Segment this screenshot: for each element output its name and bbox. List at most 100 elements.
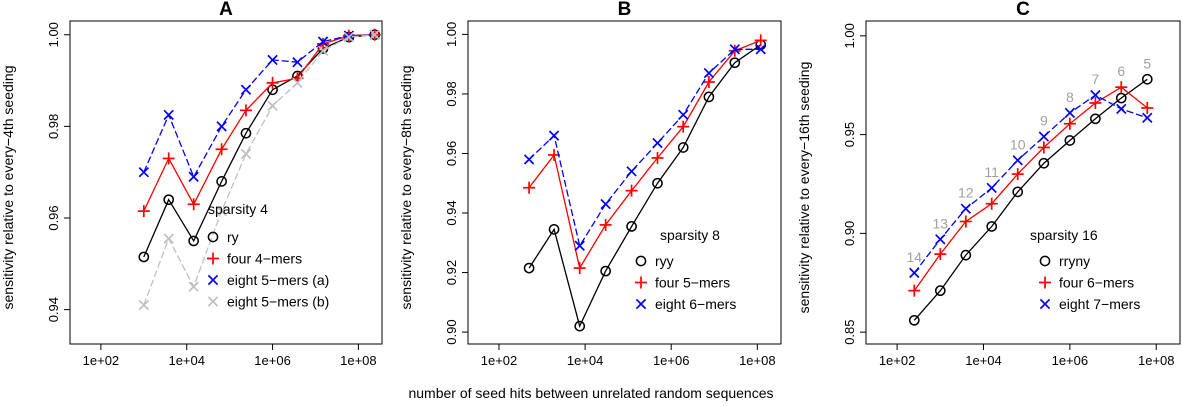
- data-point: [187, 198, 200, 211]
- legend-marker: [207, 231, 219, 243]
- data-point: [188, 171, 199, 182]
- data-point: [1141, 73, 1153, 85]
- point-label: 6: [1117, 63, 1125, 79]
- data-point: [677, 120, 690, 133]
- data-point: [651, 151, 664, 164]
- y-tick-label: 1.00: [46, 22, 61, 47]
- data-point: [523, 181, 536, 194]
- data-point: [317, 36, 329, 47]
- data-point: [959, 215, 972, 228]
- data-point: [162, 152, 175, 165]
- data-point: [267, 54, 278, 66]
- legend: rryny four 6−mers eight 7−mers: [1039, 253, 1140, 312]
- data-point: [138, 166, 150, 178]
- panel-c: C 1e+02 1e+04 1e+06 1e+08 0.85 0.90 0.95 1.00 sen…: [796, 0, 1181, 368]
- data-point: [137, 205, 150, 218]
- panel-title: A: [219, 0, 233, 20]
- data-point: [216, 121, 227, 132]
- y-tick-label: 1.00: [444, 22, 459, 47]
- panel-b: B 1e+02 1e+04 1e+06 1e+08 0.90 0.92 0.94 0.96 0.9…: [398, 0, 782, 368]
- data-point: [574, 240, 585, 251]
- y-tick-label: 0.96: [46, 205, 61, 230]
- data-point: [729, 44, 741, 55]
- y-tick-label: 0.94: [46, 297, 61, 322]
- data-point: [317, 37, 330, 50]
- x-tick-label: 1e+04: [965, 353, 1002, 368]
- data-point: [702, 76, 715, 89]
- series-four-6-mers: [908, 81, 1154, 297]
- y-tick-label: 0.98: [444, 81, 459, 106]
- legend-marker: [207, 296, 219, 307]
- data-point: [216, 176, 227, 187]
- data-point: [986, 221, 998, 232]
- x-tick-label: 1e+02: [83, 353, 120, 368]
- data-point: [343, 31, 355, 43]
- sparsity-annotation: sparsity 4: [208, 201, 268, 217]
- point-label: 12: [958, 185, 974, 201]
- legend-marker: [1039, 276, 1051, 289]
- x-tick-label: 1e+06: [1052, 353, 1089, 368]
- point-label: 13: [932, 215, 948, 231]
- series-line: [143, 34, 375, 179]
- plot-frame: [865, 20, 1181, 345]
- data-point: [1116, 103, 1127, 115]
- series-line: [143, 34, 375, 306]
- data-point: [292, 77, 303, 89]
- y-tick-label: 0.90: [842, 221, 857, 246]
- data-point: [1038, 157, 1050, 169]
- data-point: [1115, 81, 1128, 94]
- data-point: [755, 44, 766, 55]
- x-tick-label: 1e+08: [739, 353, 776, 368]
- data-point: [1064, 135, 1076, 146]
- data-point: [1063, 117, 1076, 130]
- data-point: [754, 34, 767, 47]
- data-point: [600, 198, 611, 210]
- point-label: 10: [1010, 136, 1026, 152]
- data-point: [163, 233, 174, 244]
- data-point: [240, 84, 252, 95]
- data-point: [163, 194, 175, 206]
- legend-label: four 4−mers: [227, 251, 302, 267]
- data-point: [138, 299, 150, 311]
- data-point: [1089, 96, 1102, 109]
- x-tick-label: 1e+08: [1138, 353, 1175, 368]
- figure-x-axis-label: number of seed hits between unrelated ra…: [408, 385, 773, 401]
- sparsity-annotation: sparsity 16: [1030, 227, 1098, 243]
- panel-title: C: [1016, 0, 1030, 20]
- y-axis-label: sensitivity relative to every−4th seedin…: [0, 66, 16, 310]
- data-point: [369, 29, 380, 40]
- data-point: [934, 285, 946, 297]
- series-eight-7-mers: [909, 89, 1153, 279]
- sparsity-annotation: sparsity 8: [660, 227, 720, 243]
- legend-label: rryny: [1059, 253, 1090, 269]
- data-point: [163, 109, 174, 121]
- x-tick-label: 1e+06: [653, 353, 690, 368]
- x-tick-label: 1e+04: [567, 353, 604, 368]
- data-point: [960, 249, 972, 261]
- legend-label: ryy: [655, 253, 674, 269]
- panel-a: A 1e+02 1e+04 1e+06 1e+08 0.94 0.96 0.98 1.00 sen…: [0, 0, 383, 368]
- data-point: [188, 281, 199, 292]
- series-line: [528, 39, 761, 270]
- x-tick-label: 1e+02: [481, 353, 518, 368]
- point-label: 5: [1143, 55, 1151, 71]
- point-label: 8: [1066, 89, 1074, 105]
- data-point: [935, 234, 946, 245]
- data-point: [1011, 168, 1024, 181]
- series-eight-5-mers-a: [138, 29, 380, 182]
- data-point: [625, 184, 638, 197]
- point-label: 14: [906, 249, 922, 265]
- series-line: [913, 86, 1148, 292]
- x-tick-label: 1e+04: [168, 353, 205, 368]
- data-point: [908, 314, 920, 326]
- data-point: [1012, 155, 1023, 166]
- y-axis-label: sensitivity relative to every−16th seedi…: [796, 62, 812, 314]
- data-point: [908, 284, 921, 297]
- data-point: [317, 45, 329, 56]
- data-point: [240, 127, 252, 139]
- data-point: [1090, 89, 1101, 101]
- data-point: [266, 76, 279, 89]
- series-four-5-mers: [523, 34, 767, 275]
- data-point: [239, 104, 252, 117]
- data-point: [678, 109, 689, 120]
